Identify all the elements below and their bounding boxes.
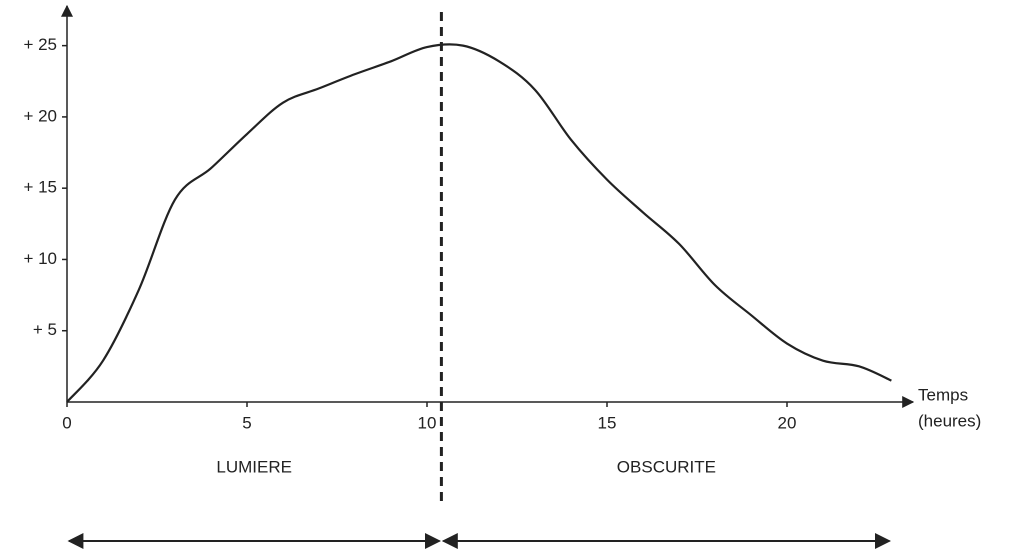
period-label: LUMIERE [216,457,292,476]
x-tick-label: 15 [598,413,617,432]
x-tick-label: 20 [778,413,797,432]
x-tick-label: 10 [418,413,437,432]
y-tick-label: + 25 [23,35,57,54]
period-label: OBSCURITE [617,457,716,476]
y-tick-label: + 15 [23,178,57,197]
x-axis-label: Temps [918,385,968,404]
x-axis-label: (heures) [918,411,981,430]
y-tick-label: + 5 [33,320,57,339]
x-tick-label: 0 [62,413,71,432]
data-line [66,43,892,403]
y-tick-label: + 20 [23,106,57,125]
y-tick-label: + 10 [23,249,57,268]
x-tick-label: 5 [242,413,251,432]
